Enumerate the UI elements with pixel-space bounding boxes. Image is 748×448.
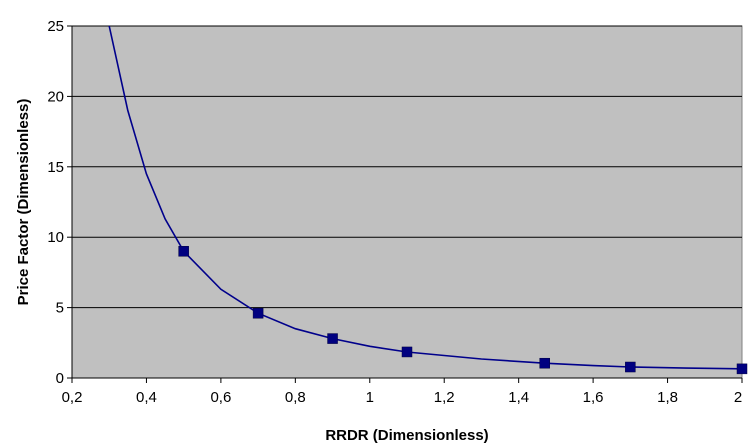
gridlines [72,25,742,309]
x-tick-label: 2 [734,389,742,406]
y-tick-label: 10 [47,229,64,246]
x-tick-label: 0,2 [62,389,83,406]
y-tick-label: 25 [47,18,64,35]
y-tick-label: 5 [56,300,64,317]
y-axis-ticks: 0 5 10 15 20 25 [47,18,72,387]
data-point-3 [401,346,413,358]
x-tick-label: 0,8 [285,389,306,406]
x-tick-label: 0,6 [210,389,231,406]
series-markers [178,246,748,375]
x-tick-label: 1,6 [583,389,604,406]
y-tick-label: 0 [56,370,64,387]
x-tick-label: 1,8 [657,389,678,406]
y-tick-label: 20 [47,88,64,105]
x-tick-label: 1,4 [508,389,529,406]
data-point-0 [178,246,189,257]
data-point-4 [539,357,550,369]
x-tick-label: 0,4 [136,389,157,406]
x-tick-label: 1 [366,389,374,406]
x-tick-label: 1,2 [434,389,455,406]
plot-area [71,25,743,379]
data-point-5 [625,361,636,373]
y-tick-label: 15 [47,159,64,176]
data-point-2 [327,333,338,344]
data-point-6 [736,363,748,375]
x-axis-ticks: 0,2 0,4 0,6 0,8 1 1,2 1,4 1,6 1,8 2 [62,378,743,406]
data-point-1 [252,307,264,319]
y-axis-title: Price Factor (Dimensionless) [15,99,32,306]
x-axis-title: RRDR (Dimensionless) [325,427,488,444]
